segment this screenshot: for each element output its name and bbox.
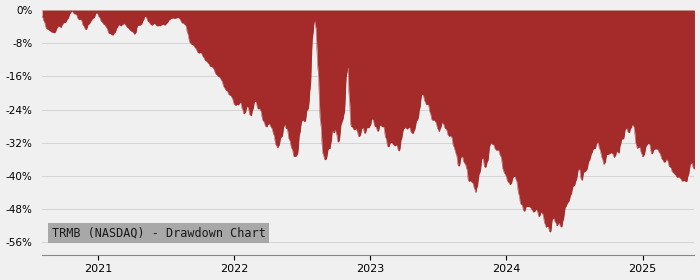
Text: TRMB (NASDAQ) - Drawdown Chart: TRMB (NASDAQ) - Drawdown Chart [52,227,266,240]
